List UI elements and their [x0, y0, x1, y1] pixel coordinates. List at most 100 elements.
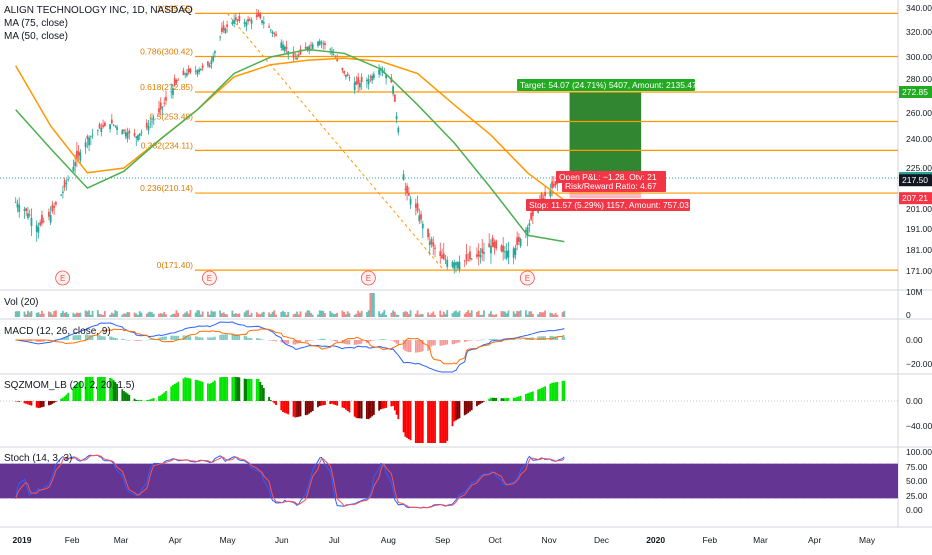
volume-bar: [346, 311, 349, 317]
macd-signal-line: [15, 328, 565, 365]
volume-bar: [170, 314, 173, 317]
macd-hist-bar: [353, 340, 356, 345]
candle-body: [329, 49, 332, 51]
candle-body: [173, 78, 176, 86]
sqzmom-bar: [152, 398, 155, 401]
volume-bar: [434, 314, 436, 317]
sqzmom-bar: [72, 387, 75, 401]
candle-body: [65, 183, 68, 184]
volume-bar: [96, 310, 99, 317]
macd-hist-bar: [537, 336, 539, 340]
candle-body: [123, 129, 125, 132]
macd-hist-bar: [194, 336, 197, 340]
candle-body: [27, 213, 29, 219]
volume-bar: [439, 310, 442, 317]
time-axis-label: 2020: [646, 535, 665, 545]
sqzmom-bar: [75, 384, 78, 401]
volume-bar: [531, 313, 534, 317]
candle-body: [378, 69, 381, 75]
sqzmom-bar: [530, 392, 533, 401]
candle-body: [407, 193, 410, 196]
candle-body: [152, 119, 155, 121]
sqzmom-bar: [294, 401, 297, 418]
earnings-marker: [201, 270, 217, 286]
volume-bar: [91, 310, 94, 317]
volume-bar: [357, 310, 360, 317]
sqzmom-bar: [432, 401, 435, 443]
volume-bar: [42, 313, 45, 317]
sqzmom-bar: [378, 401, 381, 411]
target-zone: [569, 92, 642, 181]
volume-bar: [151, 312, 153, 317]
candle-body: [512, 248, 515, 258]
volume-bar: [299, 311, 302, 317]
volume-bar: [469, 312, 471, 317]
candle-body: [138, 133, 141, 136]
sqzmom-bar: [526, 393, 529, 401]
volume-bar: [336, 312, 339, 317]
candle-body: [470, 258, 473, 260]
macd-hist-bar: [97, 335, 99, 340]
volume-bar: [453, 311, 456, 317]
candle-body: [348, 77, 351, 79]
volume-bar: [318, 310, 321, 317]
volume-bar: [505, 313, 508, 317]
candle-body: [207, 61, 209, 66]
sqzmom-bar: [336, 401, 339, 406]
candle-body: [100, 127, 103, 132]
time-axis-label: Apr: [169, 535, 182, 545]
candle-body: [140, 131, 143, 133]
volume-bar: [324, 313, 326, 317]
macd-hist-bar: [273, 340, 276, 341]
volume-bar: [28, 312, 31, 317]
macd-hist-bar: [91, 335, 94, 340]
sqzmom-bar: [259, 381, 262, 401]
volume-bar: [88, 310, 91, 317]
sqzmom-bar: [79, 380, 82, 401]
candle-body: [25, 208, 28, 211]
candle-body: [552, 183, 555, 187]
macd-pane-title: MACD (12, 26, close, 9): [4, 326, 111, 337]
earnings-marker-label: E: [525, 274, 530, 283]
ma50-line: [15, 48, 565, 243]
volume-bar: [41, 310, 43, 317]
volume-bar: [245, 310, 248, 317]
macd-hist-bar: [116, 338, 118, 340]
sqzmom-bar: [103, 377, 106, 401]
volume-bar: [345, 314, 347, 317]
volume-bar: [200, 314, 202, 317]
candle-body: [397, 127, 400, 133]
candle-body: [75, 150, 78, 159]
candle-body: [212, 56, 215, 61]
sqzmom-bar: [275, 401, 277, 406]
candle-body: [504, 251, 506, 253]
volume-bar: [121, 314, 124, 317]
sqzmom-bar: [189, 378, 192, 401]
volume-bar: [308, 310, 311, 317]
macd-hist-bar: [444, 340, 447, 345]
candle-body: [238, 16, 241, 22]
volume-bar: [322, 310, 325, 317]
sqzmom-bar: [393, 401, 396, 411]
macd-hist-bar: [329, 339, 331, 341]
stop-label: Stop: 11.57 (5.29%) 1157, Amount: 757.03: [529, 200, 689, 210]
sqzmom-bar: [317, 401, 319, 408]
candle-body: [112, 124, 115, 126]
macd-hist-bar: [123, 339, 125, 340]
macd-hist-bar: [161, 336, 164, 340]
macd-hist-bar: [182, 335, 185, 340]
macd-hist-bar: [518, 339, 520, 341]
time-axis-label: Nov: [542, 535, 558, 545]
candle-body: [124, 131, 127, 137]
sqzmom-bar: [123, 391, 125, 401]
volume-bar: [75, 312, 78, 317]
macd-hist-bar: [114, 337, 117, 340]
sqzmom-bar: [420, 401, 422, 443]
time-axis-label: Feb: [65, 535, 80, 545]
sqzmom-bar: [512, 397, 515, 401]
candle-body: [554, 181, 557, 186]
candle-body: [502, 245, 505, 253]
macd-hist-bar: [525, 338, 527, 340]
sqzmom-bar: [404, 401, 407, 437]
